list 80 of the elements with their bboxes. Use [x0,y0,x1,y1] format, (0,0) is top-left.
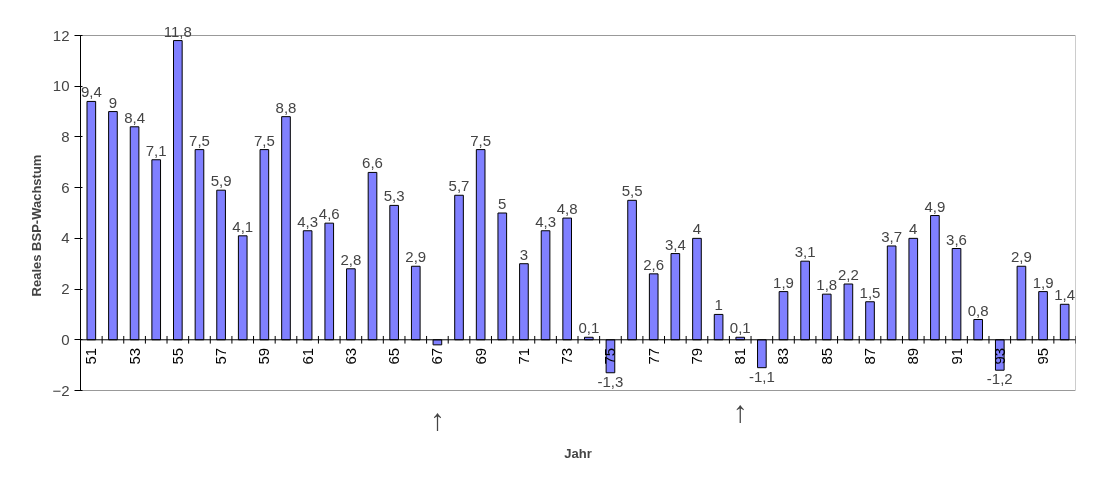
y-tick-label: 0 [61,330,70,348]
data-label: -1,2 [986,370,1013,388]
data-label: 1,9 [1032,273,1054,291]
x-tick-label: 65 [385,347,403,365]
x-tick-label: 95 [1034,347,1052,365]
data-label: 6,6 [362,154,383,172]
y-tick-label: 6 [61,178,70,196]
data-label: 1,9 [773,273,794,291]
y-tick-label: 4 [61,229,70,247]
x-tick-label: 77 [644,347,662,365]
data-label: -1,3 [597,372,624,390]
data-label: 5 [498,195,507,212]
data-label: 1,5 [859,283,881,301]
data-label: 2,8 [340,250,362,268]
x-tick-label: 79 [687,347,705,365]
data-label: 4,3 [297,212,319,230]
x-tick-label: 87 [861,347,879,365]
data-label: 8,4 [124,108,146,126]
data-label: 8,8 [275,98,297,116]
data-label: 3 [519,245,529,263]
data-label: 5,3 [383,187,405,205]
x-tick-label: 63 [341,347,359,365]
data-label: 2,9 [405,248,427,266]
data-label: 2,6 [643,255,665,273]
x-tick-label: 61 [298,347,316,365]
data-label: 1 [714,296,723,314]
y-tick-label: 2 [61,280,70,298]
x-tick-label: 91 [947,347,965,365]
data-label: 5,5 [621,182,643,200]
data-label: 4,3 [535,212,556,230]
data-label: 2,2 [837,266,859,283]
x-tick-label: 85 [817,347,835,365]
y-axis-title: Reales BSP-Wachstum [29,154,45,297]
data-label: 5,7 [448,177,470,195]
y-tick-label: −2 [52,381,70,399]
y-tick-label: 8 [61,127,70,145]
data-label: 4,1 [232,217,254,235]
data-label: 9 [108,93,118,111]
x-tick-label: 59 [255,347,273,365]
data-label: 4,9 [924,197,946,215]
annotation: ↑ [429,402,445,436]
data-label: 2,9 [1011,248,1032,266]
data-label: 3,7 [881,227,903,245]
x-tick-label: 69 [471,347,489,365]
x-tick-label: 83 [774,347,792,365]
data-label: 5,9 [210,172,232,190]
data-label: -1,1 [748,367,775,385]
data-label: 1,4 [1054,286,1076,304]
x-tick-label: 53 [125,347,143,365]
x-tick-label: 55 [168,347,186,365]
data-label: 4,6 [318,205,340,223]
data-label: 11,8 [163,22,192,40]
x-tick-label: 57 [212,347,230,365]
x-tick-label: 51 [82,347,100,365]
x-tick-label: 75 [601,347,619,365]
data-label: 0,8 [967,301,989,319]
x-tick-label: 71 [514,347,532,365]
data-label: 1,8 [816,276,838,294]
x-tick-label: 81 [731,347,749,365]
data-label: 0,1 [729,319,751,337]
x-tick-label: 89 [904,347,922,365]
y-tick-label: 10 [52,77,70,95]
annotation: ↑ [732,395,748,429]
y-tick-label: 12 [52,26,70,44]
x-tick-label: 67 [428,347,446,365]
data-label: 7,5 [189,131,210,149]
data-label: 4 [909,220,918,238]
data-label: 4,8 [556,200,578,218]
data-label: 3,6 [946,230,967,248]
data-label: 4 [692,220,702,238]
data-label: 9,4 [80,83,102,101]
x-tick-label: 93 [990,347,1008,365]
x-tick-label: 73 [558,347,576,365]
data-label: 0,1 [578,319,600,337]
data-label: 3,1 [794,243,816,261]
x-axis-title: Jahr [564,445,592,461]
data-label: 7,1 [145,141,167,159]
data-label: 7,5 [470,131,492,149]
data-label: 3,4 [664,235,686,253]
data-label: 7,5 [253,131,275,149]
